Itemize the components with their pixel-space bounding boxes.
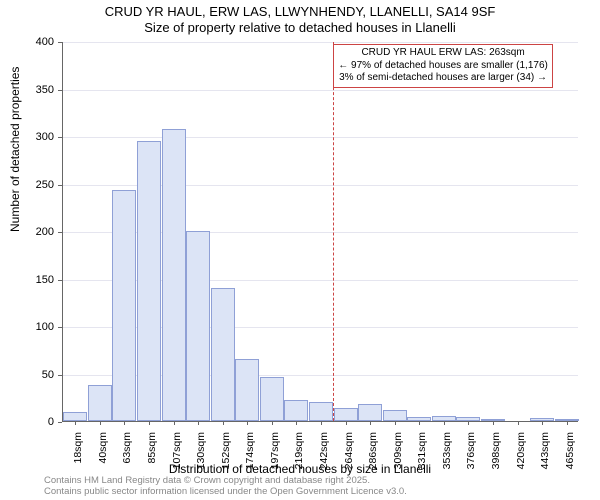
bar (63, 412, 87, 422)
ytick-label: 0 (0, 416, 54, 428)
ytick-label: 300 (0, 131, 54, 143)
xtick-mark (149, 421, 150, 425)
ytick-label: 200 (0, 226, 54, 238)
xtick-mark (468, 421, 469, 425)
xtick-label: 18sqm (72, 428, 84, 464)
xtick-label: 85sqm (146, 428, 158, 464)
chart-container: CRUD YR HAUL, ERW LAS, LLWYNHENDY, LLANE… (0, 0, 600, 500)
bar (112, 190, 136, 421)
bar (186, 231, 210, 421)
bars-layer (63, 42, 578, 421)
xtick-mark (542, 421, 543, 425)
ytick-label: 100 (0, 321, 54, 333)
plot-area: 18sqm40sqm63sqm85sqm107sqm130sqm152sqm17… (62, 42, 578, 422)
xtick-mark (370, 421, 371, 425)
xtick-mark (272, 421, 273, 425)
bar (137, 141, 161, 421)
xtick-mark (321, 421, 322, 425)
ytick-label: 350 (0, 84, 54, 96)
bar (334, 408, 358, 421)
xtick-mark (395, 421, 396, 425)
bar (284, 400, 308, 421)
bar (358, 404, 382, 421)
bar (309, 402, 333, 421)
bar (235, 359, 259, 421)
x-axis-label: Distribution of detached houses by size … (0, 462, 600, 476)
xtick-mark (419, 421, 420, 425)
xtick-mark (296, 421, 297, 425)
title-line-1: CRUD YR HAUL, ERW LAS, LLWYNHENDY, LLANE… (0, 4, 600, 20)
bar (383, 410, 407, 421)
xtick-mark (174, 421, 175, 425)
xtick-mark (124, 421, 125, 425)
xtick-mark (247, 421, 248, 425)
title-line-2: Size of property relative to detached ho… (0, 20, 600, 36)
xtick-mark (493, 421, 494, 425)
bar (211, 288, 235, 421)
callout-line-2: ← 97% of detached houses are smaller (1,… (338, 60, 548, 73)
footer-attribution: Contains HM Land Registry data © Crown c… (44, 476, 407, 498)
bar (162, 129, 186, 421)
xtick-label: 63sqm (121, 428, 133, 464)
xtick-mark (100, 421, 101, 425)
xtick-mark (346, 421, 347, 425)
ytick-label: 50 (0, 369, 54, 381)
xtick-mark (198, 421, 199, 425)
footer-line-2: Contains public sector information licen… (44, 487, 407, 498)
xtick-mark (518, 421, 519, 425)
callout-box: CRUD YR HAUL ERW LAS: 263sqm ← 97% of de… (333, 44, 553, 88)
callout-line-3: 3% of semi-detached houses are larger (3… (338, 72, 548, 85)
xtick-mark (567, 421, 568, 425)
ytick-label: 250 (0, 179, 54, 191)
xtick-mark (223, 421, 224, 425)
reference-line (333, 42, 334, 421)
chart-title: CRUD YR HAUL, ERW LAS, LLWYNHENDY, LLANE… (0, 0, 600, 37)
xtick-mark (444, 421, 445, 425)
ytick-label: 150 (0, 274, 54, 286)
bar (88, 385, 112, 421)
callout-line-1: CRUD YR HAUL ERW LAS: 263sqm (338, 47, 548, 60)
bar (260, 377, 284, 421)
xtick-mark (75, 421, 76, 425)
ytick-label: 400 (0, 36, 54, 48)
ytick-mark (58, 422, 62, 423)
xtick-label: 40sqm (97, 428, 109, 464)
